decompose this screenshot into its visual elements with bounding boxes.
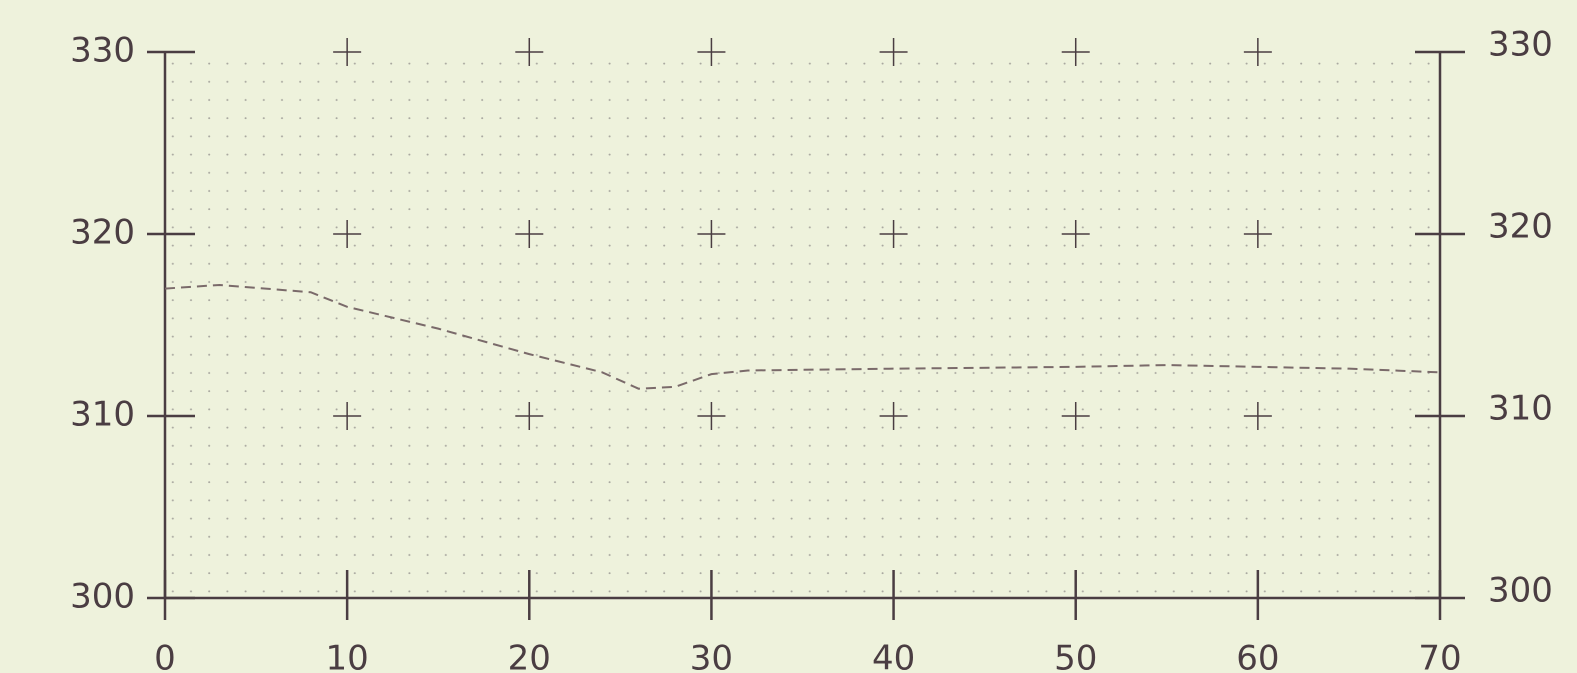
dot-grid bbox=[165, 52, 1440, 598]
line-series bbox=[164, 283, 1441, 390]
y2-tick-label: 330 bbox=[1488, 25, 1553, 65]
grid-cross bbox=[697, 220, 726, 248]
grid-cross bbox=[515, 220, 544, 248]
grid-cross bbox=[879, 402, 908, 430]
grid-cross bbox=[879, 38, 908, 66]
y-tick-label: 330 bbox=[70, 31, 135, 71]
x-tick-label: 0 bbox=[154, 639, 176, 673]
x-tick-label: 60 bbox=[1236, 639, 1279, 673]
y-tick-label: 320 bbox=[70, 213, 135, 253]
y2-tick-label: 320 bbox=[1488, 207, 1553, 247]
grid-cross bbox=[1061, 38, 1090, 66]
grid-cross bbox=[1243, 220, 1272, 248]
grid-cross bbox=[1061, 402, 1090, 430]
y2-tick-label: 300 bbox=[1488, 571, 1553, 611]
grid-cross bbox=[879, 220, 908, 248]
grid-cross bbox=[333, 38, 362, 66]
grid-cross bbox=[515, 38, 544, 66]
grid-cross bbox=[333, 402, 362, 430]
x-tick-label: 40 bbox=[872, 639, 915, 673]
grid-cross bbox=[1243, 38, 1272, 66]
y-tick-label: 300 bbox=[70, 577, 135, 617]
y2-tick-label: 310 bbox=[1488, 389, 1553, 429]
grid-cross bbox=[1243, 402, 1272, 430]
x-tick-label: 10 bbox=[326, 639, 369, 673]
grid-cross bbox=[515, 402, 544, 430]
grid-cross bbox=[333, 220, 362, 248]
x-tick-label: 20 bbox=[508, 639, 551, 673]
y-tick-label: 310 bbox=[70, 395, 135, 435]
x-tick-label: 70 bbox=[1418, 639, 1461, 673]
grid-cross bbox=[697, 38, 726, 66]
grid-cross bbox=[697, 402, 726, 430]
x-tick-label: 30 bbox=[690, 639, 733, 673]
grid-cross bbox=[1061, 220, 1090, 248]
x-tick-label: 50 bbox=[1054, 639, 1097, 673]
